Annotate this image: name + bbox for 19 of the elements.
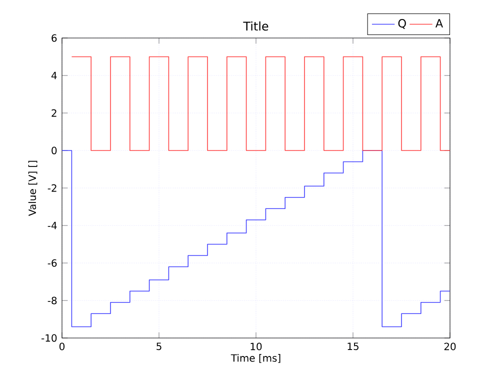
x-tick-label: 5 — [156, 342, 162, 350]
x-tick-label: 20 — [444, 342, 456, 350]
y-axis-title: Value [V] [] — [28, 160, 38, 216]
y-tick-label: -8 — [48, 296, 57, 304]
y-tick-label: 4 — [51, 72, 57, 80]
y-tick-label: -6 — [48, 259, 57, 267]
y-tick-label: -4 — [48, 222, 57, 230]
y-tick-label: 0 — [52, 146, 57, 154]
x-tick-label: 15 — [348, 342, 358, 350]
y-tick-label: 2 — [52, 109, 56, 117]
y-tick-label: -10 — [42, 334, 57, 342]
x-axis-title: Time [ms] — [230, 354, 280, 363]
x-tick-label: 0 — [60, 342, 64, 350]
legend-label: A — [435, 19, 443, 28]
legend-label: Q — [398, 19, 406, 29]
x-tick-label: 10 — [250, 342, 262, 350]
y-tick-label: -2 — [48, 184, 56, 192]
y-tick-label: 6 — [52, 34, 57, 42]
chart-title: Title — [243, 21, 268, 31]
